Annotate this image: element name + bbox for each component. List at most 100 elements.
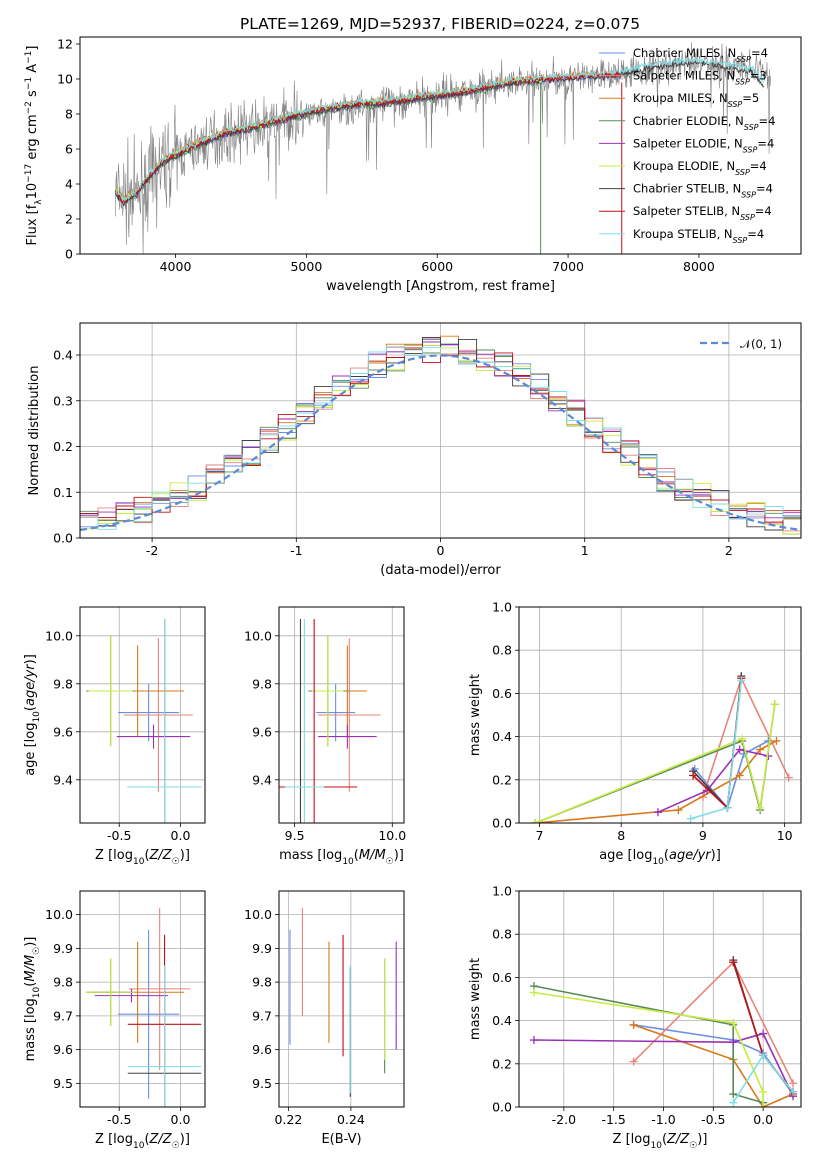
weight-marker-kroupa-stelib: [729, 1098, 738, 1107]
legend-count: =5: [742, 91, 759, 105]
legend-name: Kroupa MILES, N: [633, 91, 728, 105]
y-tick-label: 0.0: [53, 531, 73, 546]
x-tick-label: -2.0: [552, 1112, 576, 1127]
y-tick-label: 0.0: [492, 816, 512, 831]
y-tick-label: 0.8: [492, 643, 512, 658]
x-tick-label: 8: [617, 828, 625, 843]
x-axis-label-part: Z/Z: [149, 1132, 173, 1147]
mass-vs-z-axes: -0.5 0.09.59.69.79.89.910.0Z [log10(Z/Z☉)…: [23, 890, 206, 1151]
x-axis-label-part: Z/Z: [149, 848, 173, 863]
histogram-kroupa-stelib: [80, 346, 801, 538]
weight-marker-chabrier-elodie: [729, 1090, 738, 1099]
y-tick-label: 1.0: [492, 600, 512, 615]
x-tick-label: 0.24: [337, 1112, 365, 1127]
x-tick-label: 0: [437, 543, 445, 558]
legend-sub: SSP: [744, 122, 759, 131]
x-tick-label: 2: [725, 543, 733, 558]
legend-count: =4: [747, 227, 764, 241]
legend-sub: SSP: [736, 55, 751, 64]
x-axis-label-part: )]: [394, 848, 404, 863]
x-axis-label: Z [log10(Z/Z☉)]: [95, 848, 190, 867]
weight-marker-salpeter-elodie: [729, 1038, 738, 1047]
weight-marker-kroupa-elodie: [756, 803, 765, 812]
y-tick-label: 9.8: [252, 676, 272, 691]
x-axis-label-part: 10: [342, 857, 354, 867]
y-tick-label: 8: [65, 107, 73, 122]
x-axis-label-part: (: [662, 1132, 667, 1147]
plot-area: [531, 672, 793, 823]
x-axis-label-part: )]: [180, 1132, 190, 1147]
weight-marker-kroupa-stelib: [723, 803, 732, 812]
y-tick-label: 0.2: [53, 439, 73, 454]
y-tick-label: 0: [65, 247, 73, 262]
weight-marker-kroupa-miles: [772, 736, 781, 745]
x-axis-label: Z [log10(Z/Z☉)]: [613, 1132, 708, 1151]
y-axis-label: age [log10(age/yr)]: [23, 654, 42, 776]
weight-marker-salpeter-miles: [629, 1057, 638, 1066]
y-axis-label-part: )]: [23, 654, 38, 664]
legend-entry: Chabrier MILES, NSSP=4: [633, 46, 768, 64]
weight-marker-salpeter-elodie: [653, 808, 662, 817]
legend-count: =4: [750, 159, 767, 173]
x-tick-label: 0.22: [274, 1112, 302, 1127]
legend-count: =4: [759, 114, 776, 128]
age-vs-mass-axes: 9.5 10.0 9.4 9.6 9.8 10.0 mass [log10(M/M☉)]: [244, 606, 406, 867]
weight-line-chabrier-elodie: [533, 985, 764, 1104]
y-tick-label: 0.6: [492, 686, 512, 701]
axes-frame: [79, 890, 206, 1108]
weight-marker-kroupa-elodie: [529, 988, 538, 997]
legend-count: =4: [756, 182, 773, 196]
y-tick-label: 9.6: [53, 1042, 73, 1057]
weight-marker-kroupa-stelib: [789, 1087, 798, 1096]
y-tick-label: 2: [65, 212, 73, 227]
x-axis-label: Z [log10(Z/Z☉)]: [95, 1132, 190, 1151]
axes-frame: [518, 606, 802, 824]
histogram-chabrier-stelib: [80, 336, 801, 538]
x-axis-label-part: E(B-V): [321, 1132, 361, 1147]
x-axis-label-part: M/M: [359, 848, 386, 863]
x-tick-label: 0.0: [171, 1112, 191, 1127]
y-tick-label: 0.4: [492, 729, 512, 744]
x-axis-label-part: age/yr: [669, 848, 712, 863]
weight-marker-salpeter-stelib: [689, 771, 698, 780]
y-axis-label: Normed distribution: [27, 366, 42, 496]
y-tick-label: 9.8: [53, 975, 73, 990]
y-axis-label-part: −2: [24, 101, 34, 114]
weight-line-chabrier-miles: [694, 740, 769, 810]
weight-marker-salpeter-elodie: [735, 745, 744, 754]
y-tick-label: 10: [57, 72, 73, 87]
y-axis-label: mass [log10(M/M☉)]: [23, 937, 42, 1062]
weight-marker-salpeter-elodie: [529, 1036, 538, 1045]
x-axis-label-part: ☉: [689, 1141, 697, 1151]
x-tick-label: 5000: [290, 259, 322, 274]
x-axis-label-part: )]: [697, 1132, 707, 1147]
y-axis-label-part: −1: [24, 77, 34, 90]
y-tick-label: 0.6: [492, 970, 512, 985]
legend-sub: SSP: [735, 77, 750, 86]
x-axis-label-part: 10: [133, 1141, 145, 1151]
y-tick-label: 6: [65, 142, 73, 157]
y-tick-label: 0.0: [492, 1100, 512, 1115]
y-tick-label: 12: [57, 37, 73, 52]
legend-name: Salpeter ELODIE, N: [633, 136, 743, 150]
x-tick-label: 10.0: [378, 828, 406, 843]
y-axis-label-part: −1: [24, 51, 34, 64]
weight-marker-kroupa-miles: [756, 745, 765, 754]
legend-sub: SSP: [733, 235, 748, 244]
y-tick-label: 10.0: [45, 907, 73, 922]
y-tick-label: 9.5: [252, 1076, 272, 1091]
legend-sub: SSP: [740, 213, 755, 222]
x-tick-label: -0.5: [701, 1112, 725, 1127]
y-axis-label-part: Normed distribution: [27, 366, 42, 496]
weight-marker-kroupa-elodie: [759, 1103, 768, 1107]
legend-sub: SSP: [735, 168, 750, 177]
weight-line-kroupa-elodie: [533, 991, 764, 1107]
legend-name: Chabrier ELODIE, N: [633, 114, 744, 128]
x-tick-label: -1.5: [601, 1112, 625, 1127]
y-tick-label: 0.4: [492, 1013, 512, 1028]
x-axis-label-part: ☉: [386, 857, 394, 867]
x-axis-label-part: )]: [711, 848, 721, 863]
y-tick-label: 9.9: [252, 941, 272, 956]
y-tick-label: 9.6: [53, 724, 73, 739]
